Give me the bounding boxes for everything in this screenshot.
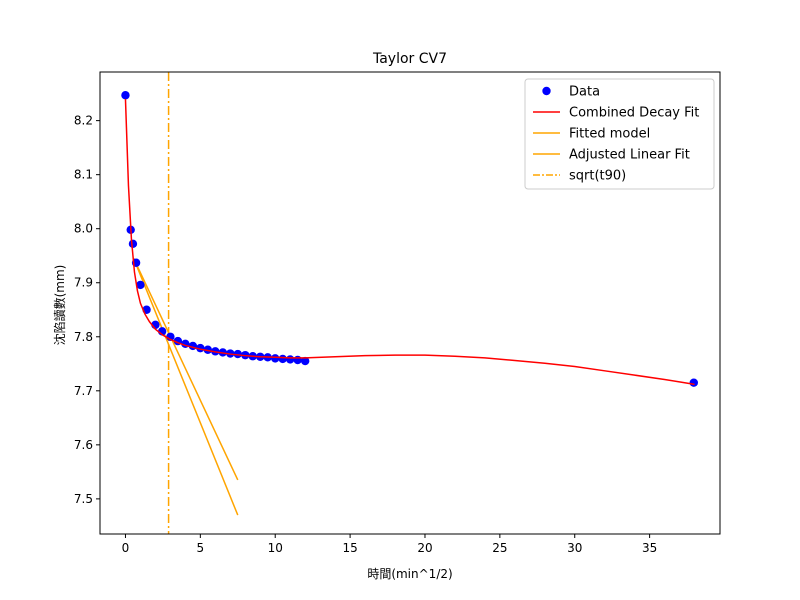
data-point [285,355,295,364]
legend-marker-data [542,86,551,96]
legend-label: Combined Decay Fit [569,106,699,121]
x-tick-label: 25 [492,541,507,555]
axes-frame [99,71,721,535]
y-tick-label: 7.7 [74,384,93,398]
y-tick-label: 8.2 [74,114,93,128]
legend-label: sqrt(t90) [569,169,626,184]
y-tick-label: 7.6 [74,438,93,452]
data-point [233,349,242,359]
adjusted-linear-fit-line [133,258,239,516]
plot-inner [121,72,698,534]
chart-title: Taylor CV7 [372,51,447,67]
plot-area [121,72,698,534]
combined-decay-fit-line [124,98,695,386]
y-tick-label: 7.8 [74,330,93,344]
legend: Data Combined Decay Fit Fitted model Adjust… [524,78,715,190]
x-tick-label: 35 [642,541,657,555]
data-point [121,91,130,100]
x-tick-label: 30 [567,541,582,555]
x-tick-label: 5 [197,541,205,555]
x-axis-label: 時間(min^1/2) [367,567,452,581]
y-tick-label: 8.1 [74,168,93,182]
y-tick-label: 7.9 [74,276,93,290]
x-tick-label: 10 [268,541,283,555]
data-point [271,354,280,363]
legend-label: Data [569,85,600,100]
data-point [203,345,213,354]
data-point [689,378,698,387]
data-point [128,239,138,249]
data-point [136,280,145,290]
fitted-model-line [133,258,239,481]
y-axis-label: 沈陷讀數(mm) [52,265,67,346]
legend-label: Adjusted Linear Fit [569,148,690,163]
x-tick-label: 0 [122,541,130,555]
y-tick-label: 8.0 [74,222,93,236]
y-tick-label: 7.5 [74,492,93,506]
data-point [300,356,310,366]
legend-label: Fitted model [569,127,650,142]
x-tick-label: 15 [342,541,357,555]
axes: 0 5 10 15 20 25 30 35 7.5 7.6 7.7 7.8 7.9 8.0 8.1 8.2 [74,71,721,555]
legend-box [524,78,715,190]
x-tick-label: 20 [417,541,432,555]
data-point [278,354,287,364]
data-point [293,355,302,365]
